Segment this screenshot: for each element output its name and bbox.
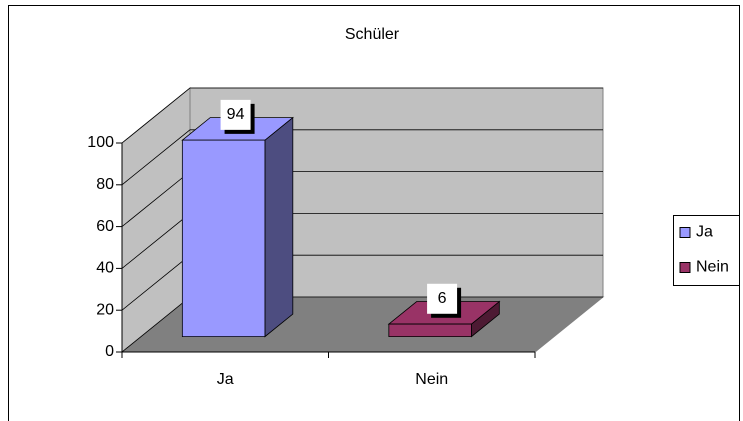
data-label: 6 <box>438 290 447 307</box>
chart-title: Schüler <box>345 26 400 43</box>
bar <box>181 139 266 338</box>
y-tick-label: 60 <box>96 218 114 235</box>
data-label-box <box>427 283 458 314</box>
legend-label: Nein <box>696 259 729 276</box>
y-tick-label: 0 <box>105 343 114 360</box>
y-tick-label: 80 <box>96 176 114 193</box>
bar <box>388 323 472 338</box>
x-tick-label: Ja <box>217 371 234 388</box>
data-label-box <box>220 99 251 130</box>
legend-label: Ja <box>696 224 713 241</box>
bar-side <box>264 116 294 338</box>
grid-line <box>121 87 603 144</box>
y-tick-label: 20 <box>96 301 114 318</box>
data-label: 94 <box>227 106 245 123</box>
legend-swatch <box>679 262 691 273</box>
y-tick-label: 100 <box>87 134 114 151</box>
y-tick-label: 40 <box>96 260 114 277</box>
x-tick-label: Nein <box>415 371 448 388</box>
legend-swatch <box>679 227 691 238</box>
grid-line <box>121 129 603 186</box>
